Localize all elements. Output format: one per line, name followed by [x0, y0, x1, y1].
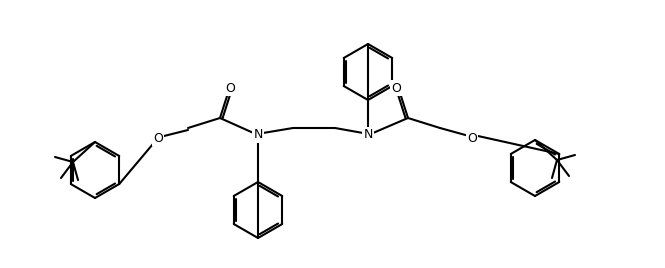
Text: O: O: [391, 81, 401, 95]
Text: N: N: [253, 128, 263, 142]
Text: O: O: [467, 132, 477, 144]
Text: O: O: [225, 81, 235, 95]
Text: N: N: [363, 128, 372, 142]
Text: O: O: [153, 132, 163, 144]
